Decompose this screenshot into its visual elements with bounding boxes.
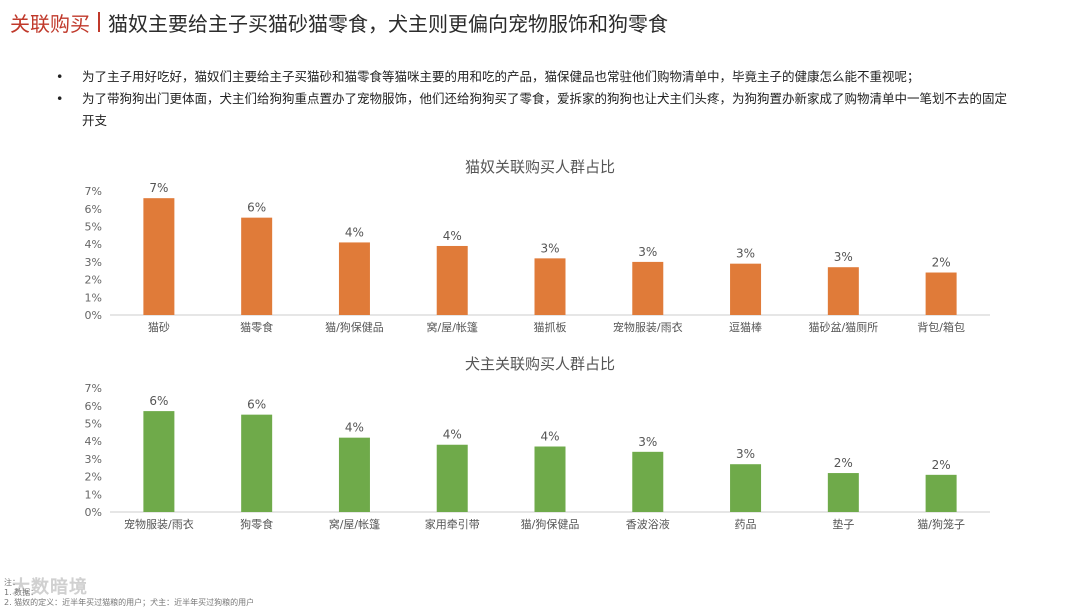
data-label: 4% — [443, 428, 462, 442]
footnote: 注： 1. 数据： 2. 猫奴的定义：近半年买过猫粮的用户；犬主：近半年买过狗粮… — [4, 578, 254, 608]
x-tick-label: 逗猫棒 — [729, 320, 762, 334]
x-tick-label: 猫/狗保健品 — [325, 320, 384, 334]
x-tick-label: 家用牵引带 — [425, 517, 480, 531]
y-tick-label: 6% — [85, 203, 102, 216]
x-tick-label: 狗零食 — [240, 517, 273, 531]
data-label: 3% — [540, 241, 559, 255]
bar — [730, 263, 762, 315]
y-tick-label: 7% — [85, 382, 102, 395]
data-label: 4% — [345, 225, 364, 239]
y-tick-label: 3% — [85, 453, 102, 466]
x-tick-label: 药品 — [735, 518, 757, 531]
bar — [338, 242, 370, 315]
data-label: 4% — [345, 421, 364, 435]
data-label: 6% — [149, 394, 168, 408]
data-label: 2% — [932, 256, 951, 270]
y-tick-label: 4% — [85, 238, 102, 251]
bar — [241, 217, 273, 315]
y-tick-label: 5% — [85, 418, 102, 431]
y-tick-label: 5% — [85, 221, 102, 234]
x-tick-label: 猫抓板 — [534, 320, 567, 334]
x-tick-label: 窝/屋/帐篷 — [427, 320, 478, 334]
bar — [827, 267, 859, 315]
data-label: 6% — [247, 398, 266, 412]
data-label: 3% — [638, 435, 657, 449]
bar — [143, 198, 175, 315]
x-tick-label: 窝/屋/帐篷 — [329, 517, 380, 531]
data-label: 7% — [149, 181, 168, 195]
bullet-item: 为了主子用好吃好，猫奴们主要给主子买猫砂和猫零食等猫咪主要的用和吃的产品，猫保健… — [56, 66, 1016, 88]
y-tick-label: 0% — [85, 506, 102, 519]
data-label: 4% — [540, 430, 559, 444]
y-tick-label: 7% — [85, 185, 102, 198]
footnote-line: 2. 猫奴的定义：近半年买过猫粮的用户；犬主：近半年买过狗粮的用户 — [4, 598, 255, 607]
x-tick-label: 猫砂盆/猫厕所 — [808, 320, 878, 334]
data-label: 3% — [736, 447, 755, 461]
slide-header: 关联购买 猫奴主要给主子买猫砂猫零食，犬主则更偏向宠物服饰和狗零食 — [10, 6, 668, 38]
x-tick-label: 垫子 — [832, 517, 854, 531]
data-label: 6% — [247, 201, 266, 215]
header-divider — [98, 12, 100, 32]
y-tick-label: 1% — [85, 488, 102, 501]
footnote-line: 注： — [4, 578, 20, 587]
x-tick-label: 猫/狗保健品 — [521, 517, 580, 531]
bar — [241, 414, 273, 512]
bar — [534, 258, 566, 315]
slide-title: 猫奴主要给主子买猫砂猫零食，犬主则更偏向宠物服饰和狗零食 — [108, 11, 668, 36]
bar — [632, 451, 664, 512]
bar — [143, 411, 175, 512]
data-label: 3% — [736, 247, 755, 261]
bar — [534, 446, 566, 512]
data-label: 3% — [834, 250, 853, 264]
y-tick-label: 4% — [85, 435, 102, 448]
bar — [827, 473, 859, 512]
bar — [436, 444, 468, 512]
data-label: 2% — [932, 458, 951, 472]
x-tick-label: 宠物服装/雨衣 — [124, 517, 194, 531]
x-tick-label: 香波浴液 — [626, 517, 670, 531]
y-tick-label: 0% — [85, 309, 102, 322]
y-tick-label: 6% — [85, 400, 102, 413]
x-tick-label: 背包/箱包 — [917, 320, 965, 334]
bar — [436, 245, 468, 315]
data-label: 3% — [638, 245, 657, 259]
bar — [730, 464, 762, 512]
x-tick-label: 猫砂 — [148, 321, 170, 334]
data-label: 4% — [443, 229, 462, 243]
x-tick-label: 宠物服装/雨衣 — [613, 320, 683, 334]
dog-owner-chart: 犬主关联购买人群占比 0% 1% 2% 3% 4% 5% 6% 7% 6% 宠物服装/雨衣 6% 狗零食… — [85, 355, 990, 531]
bullet-item: 为了带狗狗出门更体面，犬主们给狗狗重点置办了宠物服饰，他们还给狗狗买了零食，爱拆… — [56, 88, 1016, 132]
chart-title: 犬主关联购买人群占比 — [465, 355, 615, 373]
bar — [925, 272, 957, 315]
footnote-line: 1. 数据： — [4, 588, 39, 597]
y-tick-label: 2% — [85, 471, 102, 484]
data-label: 2% — [834, 456, 853, 470]
chart-title: 猫奴关联购买人群占比 — [465, 158, 615, 176]
y-tick-label: 1% — [85, 291, 102, 304]
section-label: 关联购买 — [10, 11, 90, 36]
bar — [925, 474, 957, 512]
watermark: 大数暗境 — [12, 577, 88, 598]
y-tick-label: 3% — [85, 256, 102, 269]
x-tick-label: 猫/狗笼子 — [917, 517, 965, 531]
x-tick-label: 猫零食 — [240, 320, 273, 334]
bar — [632, 261, 664, 315]
bullet-list: 为了主子用好吃好，猫奴们主要给主子买猫砂和猫零食等猫咪主要的用和吃的产品，猫保健… — [56, 66, 1016, 132]
cat-owner-chart: 猫奴关联购买人群占比 0% 1% 2% 3% 4% 5% 6% 7% 7% 猫砂 6% 猫零食 4% 猫/狗… — [85, 158, 990, 334]
y-tick-label: 2% — [85, 274, 102, 287]
bar — [338, 437, 370, 512]
